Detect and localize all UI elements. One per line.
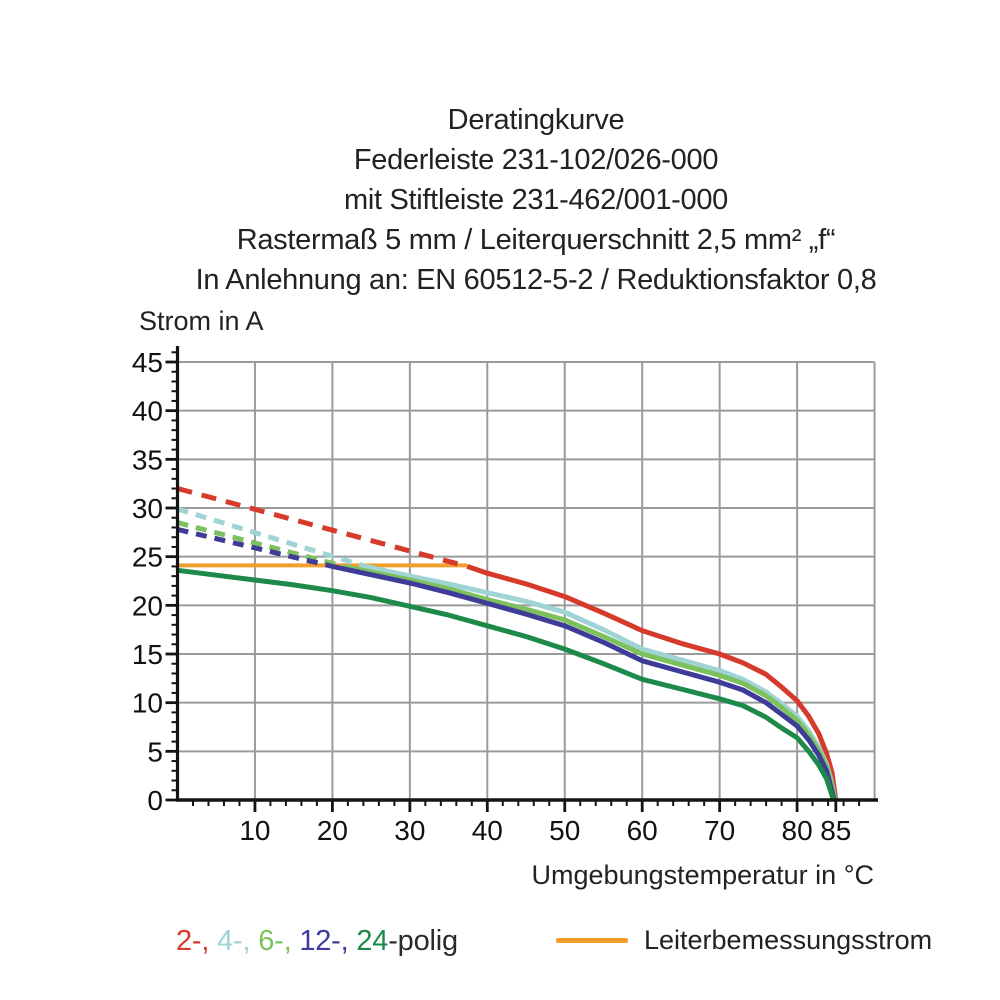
y-tick-label: 0 (147, 785, 163, 816)
legend-pole-item: 24 (356, 925, 389, 957)
x-tick-label: 50 (549, 815, 580, 846)
y-tick-label: 40 (132, 396, 163, 427)
title-line-5: In Anlehnung an: EN 60512-5-2 / Reduktio… (195, 264, 877, 296)
x-tick-label: 85 (820, 815, 851, 846)
curve-12-polig-dashed (176, 526, 333, 569)
curve-2-polig-dashed (176, 486, 468, 569)
x-tick-label: 60 (627, 815, 658, 846)
legend-pole-item: 2-, (176, 925, 218, 957)
x-tick-label: 20 (317, 815, 348, 846)
x-tick-label: 30 (394, 815, 425, 846)
title-line-3: mit Stiftleiste 231-462/001-000 (343, 184, 729, 216)
x-tick-label: 10 (239, 815, 270, 846)
title-line-1: Deratingkurve (447, 104, 625, 136)
legend-pole-item: 4-, (217, 925, 259, 957)
y-tick-label: 10 (132, 688, 163, 719)
curve-6-polig-dashed (176, 520, 345, 569)
y-tick-label: 5 (147, 736, 163, 767)
x-axis-title: Umgebungstemperatur in °C (531, 860, 874, 890)
legend-pole-item: -polig (388, 925, 458, 957)
curve-4-polig (365, 563, 838, 801)
y-tick-label: 30 (132, 493, 163, 524)
y-axis-title: Strom in A (139, 306, 264, 336)
y-tick-label: 15 (132, 639, 163, 670)
y-tick-label: 35 (132, 444, 163, 475)
legend-pole-counts: 2-, 4-, 6-, 12-, 24-polig (176, 925, 458, 958)
legend-rated-current: Leiterbemessungsstrom (556, 925, 932, 956)
legend-pole-item: 6-, (258, 925, 300, 957)
x-tick-label: 80 (782, 815, 813, 846)
curve-4-polig-dashed (176, 506, 367, 569)
curve-24-polig (177, 567, 836, 801)
x-tick-label: 40 (472, 815, 503, 846)
title-line-4: Rastermaß 5 mm / Leiterquerschnitt 2,5 m… (236, 224, 836, 256)
rated-current-label: Leiterbemessungsstrom (644, 925, 933, 955)
rated-current-line-swatch (556, 938, 628, 943)
y-tick-label: 45 (132, 347, 163, 378)
curve-2-polig (466, 564, 839, 801)
x-tick-label: 70 (704, 815, 735, 846)
curve-12-polig (331, 563, 837, 801)
y-tick-label: 25 (132, 542, 163, 573)
curve-6-polig (343, 563, 838, 801)
legend-pole-item: 12-, (299, 925, 357, 957)
chart-title-block: Deratingkurve Federleiste 231-102/026-00… (36, 100, 1000, 300)
title-line-2: Federleiste 231-102/026-000 (353, 144, 719, 176)
y-tick-label: 20 (132, 590, 163, 621)
